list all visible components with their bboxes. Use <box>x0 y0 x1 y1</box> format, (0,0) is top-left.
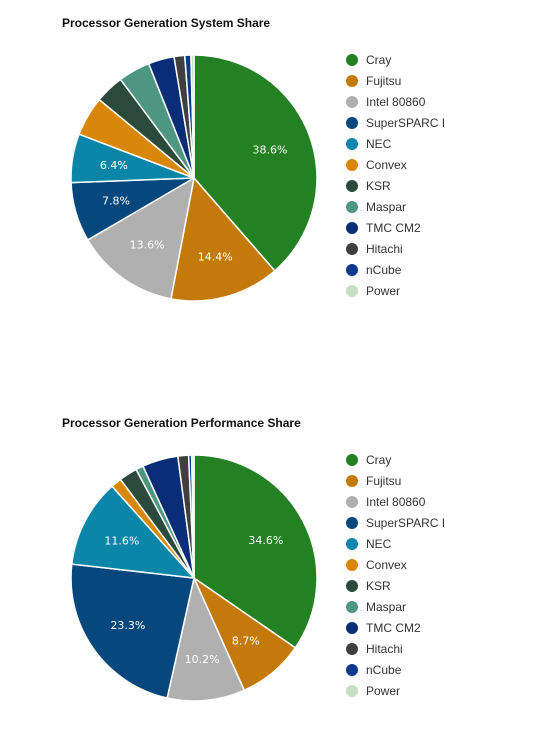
data-label-cray: 38.6% <box>253 144 288 157</box>
legend-item-power[interactable]: Power <box>346 680 445 701</box>
legend-label: NEC <box>366 536 392 551</box>
legend-label: nCube <box>366 262 402 277</box>
legend-item-hitachi[interactable]: Hitachi <box>346 638 445 659</box>
legend-label: Intel 80860 <box>366 494 426 509</box>
legend-swatch <box>346 179 358 192</box>
legend-item-maspar[interactable]: Maspar <box>346 196 445 217</box>
legend-swatch <box>346 558 358 571</box>
legend-label: TMC CM2 <box>366 220 421 235</box>
legend-swatch <box>346 579 358 592</box>
legend-swatch <box>346 600 358 613</box>
legend-item-fujitsu[interactable]: Fujitsu <box>346 470 445 491</box>
pie-slice-intel-80860 <box>86 176 196 300</box>
legend-item-nec[interactable]: NEC <box>346 133 445 154</box>
legend-item-supersparc-i[interactable]: SuperSPARC I <box>346 112 445 133</box>
pie-chart: 34.6% 8.7% 10.2% 23.3% 11.6% <box>70 454 318 702</box>
data-label-supersparc-i: 7.8% <box>102 195 130 208</box>
legend-swatch <box>346 684 358 697</box>
legend-label: SuperSPARC I <box>366 115 446 130</box>
legend-label: Maspar <box>366 199 407 214</box>
legend-swatch <box>346 95 358 108</box>
chart-title: Processor Generation System Share <box>62 16 271 30</box>
data-label-supersparc-i: 23.3% <box>110 619 145 632</box>
legend-item-supersparc-i[interactable]: SuperSPARC I <box>346 512 445 533</box>
legend-item-intel-80860[interactable]: Intel 80860 <box>346 91 445 112</box>
legend-swatch <box>346 453 358 466</box>
data-label-nec: 11.6% <box>104 535 139 548</box>
data-label-fujitsu: 14.4% <box>198 250 233 263</box>
legend-item-intel-80860[interactable]: Intel 80860 <box>346 491 445 512</box>
legend-item-power[interactable]: Power <box>346 280 445 301</box>
chart-title: Processor Generation Performance Share <box>62 416 301 430</box>
legend-item-nec[interactable]: NEC <box>346 533 445 554</box>
pie-slice-cray <box>193 454 318 649</box>
legend-swatch <box>346 284 358 297</box>
data-label-intel-80860: 10.2% <box>185 653 220 666</box>
pie-slice-power <box>190 54 195 179</box>
legend-swatch <box>346 495 358 508</box>
pie-slice-nec <box>70 485 196 579</box>
legend-item-maspar[interactable]: Maspar <box>346 596 445 617</box>
legend-swatch <box>346 537 358 550</box>
legend-item-convex[interactable]: Convex <box>346 554 445 575</box>
legend-label: Power <box>366 283 401 298</box>
legend-item-ncube[interactable]: nCube <box>346 259 445 280</box>
chart-legend: Cray Fujitsu Intel 80860 SuperSPARC I NEC Con… <box>346 49 445 301</box>
pie-slice-intel-80860 <box>166 575 246 702</box>
legend-swatch <box>346 474 358 487</box>
legend-swatch <box>346 621 358 634</box>
legend-item-convex[interactable]: Convex <box>346 154 445 175</box>
legend-swatch <box>346 242 358 255</box>
chart-legend: Cray Fujitsu Intel 80860 SuperSPARC I NEC Con… <box>346 449 445 701</box>
legend-label: Hitachi <box>366 241 403 256</box>
legend-swatch <box>346 663 358 676</box>
legend-swatch <box>346 137 358 150</box>
pie-slice-cray <box>193 54 318 272</box>
legend-swatch <box>346 263 358 276</box>
system-share-chart: Processor Generation System Share 38.6% 1… <box>0 0 547 330</box>
legend-label: NEC <box>366 136 392 151</box>
legend-item-hitachi[interactable]: Hitachi <box>346 238 445 259</box>
legend-label: TMC CM2 <box>366 620 421 635</box>
legend-swatch <box>346 116 358 129</box>
legend-label: Cray <box>366 52 392 67</box>
pie-slice-power <box>190 454 195 579</box>
pie-slice-supersparc-i <box>70 563 195 699</box>
legend-label: Maspar <box>366 599 407 614</box>
legend-label: SuperSPARC I <box>366 515 446 530</box>
legend-label: nCube <box>366 662 402 677</box>
pie-chart: 38.6% 14.4% 13.6% 7.8% 6.4% <box>70 54 318 302</box>
legend-item-ksr[interactable]: KSR <box>346 575 445 596</box>
legend-label: KSR <box>366 178 391 193</box>
legend-item-ncube[interactable]: nCube <box>346 659 445 680</box>
legend-item-tmc-cm2[interactable]: TMC CM2 <box>346 217 445 238</box>
legend-label: Cray <box>366 452 392 467</box>
legend-label: Convex <box>366 557 407 572</box>
performance-share-chart: Processor Generation Performance Share 3… <box>0 400 547 730</box>
legend-label: Intel 80860 <box>366 94 426 109</box>
legend-label: Convex <box>366 157 407 172</box>
legend-label: Hitachi <box>366 641 403 656</box>
legend-item-ksr[interactable]: KSR <box>346 175 445 196</box>
legend-item-cray[interactable]: Cray <box>346 49 445 70</box>
legend-swatch <box>346 221 358 234</box>
legend-swatch <box>346 158 358 171</box>
data-label-cray: 34.6% <box>248 534 283 547</box>
legend-swatch <box>346 642 358 655</box>
legend-swatch <box>346 74 358 87</box>
legend-label: KSR <box>366 578 391 593</box>
legend-item-cray[interactable]: Cray <box>346 449 445 470</box>
data-label-fujitsu: 8.7% <box>232 634 260 647</box>
legend-swatch <box>346 53 358 66</box>
legend-swatch <box>346 516 358 529</box>
legend-label: Fujitsu <box>366 73 402 88</box>
legend-label: Power <box>366 683 401 698</box>
data-label-nec: 6.4% <box>100 159 128 172</box>
legend-label: Fujitsu <box>366 473 402 488</box>
legend-swatch <box>346 200 358 213</box>
data-label-intel-80860: 13.6% <box>130 238 165 251</box>
legend-item-tmc-cm2[interactable]: TMC CM2 <box>346 617 445 638</box>
pie-slice-fujitsu <box>170 176 276 302</box>
legend-item-fujitsu[interactable]: Fujitsu <box>346 70 445 91</box>
